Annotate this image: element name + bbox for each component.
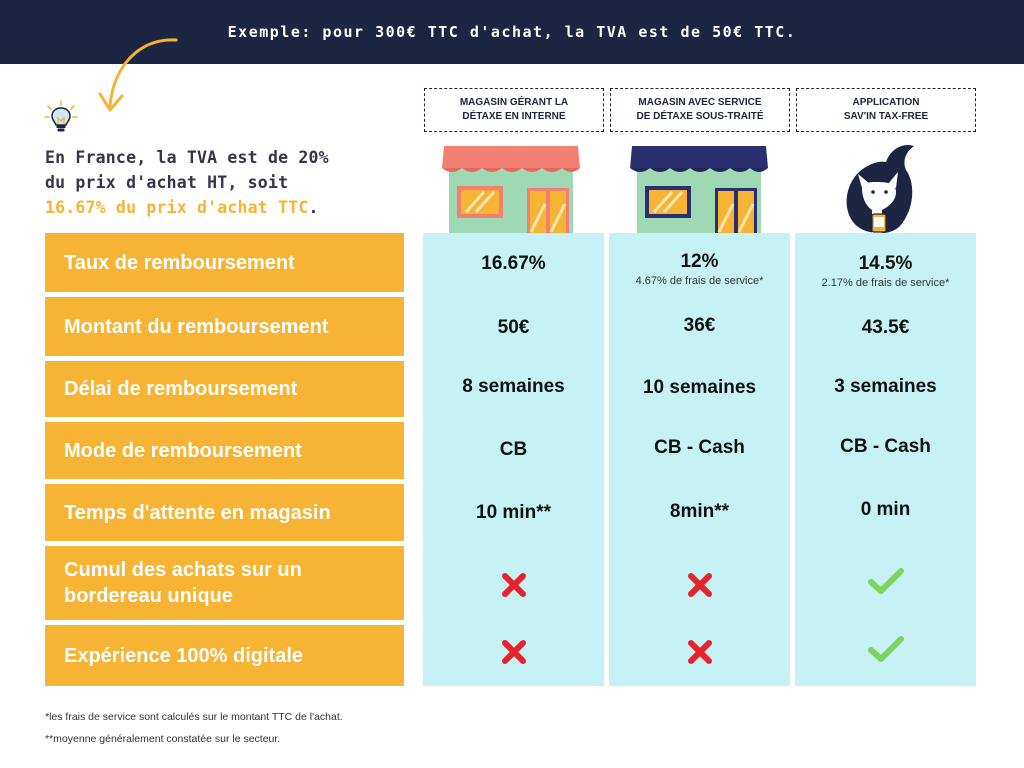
cell-montant-outsourced: 36€: [683, 315, 716, 336]
cell-cumul-internal: [423, 571, 604, 599]
row-label-cumul: Cumul des achats sur un bordereau unique: [45, 546, 404, 620]
cell-taux-app: 14.5% 2.17% de frais de service*: [795, 253, 976, 289]
cell-delai-outsourced: 10 semaines: [642, 377, 757, 398]
cell-montant-app: 43.5€: [861, 317, 910, 338]
cell-taux-outsourced: 12% 4.67% de frais de service*: [609, 251, 790, 287]
intro-line-2: du prix d'achat HT, soit: [45, 173, 289, 192]
cell-delai-internal: 8 semaines: [462, 376, 565, 397]
check-icon: [867, 568, 904, 594]
cell-digital-internal: [423, 638, 604, 666]
column-header-app: APPLICATION SAV'IN TAX-FREE: [796, 88, 976, 132]
footnote-service-fees: *les frais de service sont calculés sur …: [45, 711, 343, 723]
cell-value: 16.67%: [481, 253, 546, 274]
intro-highlight: 16.67% du prix d'achat TTC: [45, 198, 309, 217]
cell-montant-internal: 50€: [497, 317, 530, 338]
intro-end: .: [308, 198, 319, 217]
intro-text: En France, la TVA est de 20% du prix d'a…: [45, 145, 405, 220]
row-label-digital: Expérience 100% digitale: [45, 625, 404, 686]
cell-subnote: 4.67% de frais de service*: [635, 275, 764, 287]
cell-mode-app: CB - Cash: [840, 436, 931, 457]
check-icon: [867, 636, 904, 662]
shop-illustration-internal: [440, 146, 582, 240]
cell-attente-internal: 10 min**: [476, 502, 551, 523]
intro-line-1: En France, la TVA est de 20%: [45, 148, 329, 167]
cross-icon: [501, 640, 526, 664]
column-outsourced: [609, 233, 790, 686]
column-header-line: SAV'IN TAX-FREE: [843, 111, 929, 122]
column-header-line: MAGASIN AVEC SERVICE: [638, 97, 762, 108]
column-header-line: MAGASIN GÉRANT LA: [459, 97, 569, 108]
column-header-line: DÉTAXE EN INTERNE: [462, 111, 566, 122]
row-label-mode: Mode de remboursement: [45, 422, 404, 479]
cell-attente-outsourced: 8min**: [669, 501, 730, 522]
column-header-line: APPLICATION: [852, 97, 920, 108]
cell-cumul-outsourced: [609, 571, 790, 599]
row-label-taux: Taux de remboursement: [45, 233, 404, 292]
cell-value: 12%: [680, 251, 719, 272]
cross-icon: [501, 573, 526, 597]
row-label-delai: Délai de remboursement: [45, 361, 404, 417]
cell-digital-app: [795, 634, 976, 664]
column-internal: [423, 233, 604, 686]
row-label-attente: Temps d'attente en magasin: [45, 484, 404, 541]
cell-subnote: 2.17% de frais de service*: [821, 277, 950, 289]
shop-illustration-outsourced: [628, 146, 770, 240]
column-header-line: DE DÉTAXE SOUS-TRAITÉ: [636, 111, 764, 122]
cell-attente-app: 0 min: [860, 499, 911, 520]
cross-icon: [687, 640, 712, 664]
app-mascot-icon: [846, 144, 914, 236]
banner-text: Exemple: pour 300€ TTC d'achat, la TVA e…: [227, 23, 797, 41]
column-app: [795, 233, 976, 686]
cell-taux-internal: 16.67%: [423, 253, 604, 275]
cell-mode-internal: CB: [499, 439, 528, 460]
curved-arrow-icon: [98, 38, 178, 112]
cell-delai-app: 3 semaines: [834, 376, 937, 397]
cross-icon: [687, 573, 712, 597]
footnote-average: **moyenne généralement constatée sur le …: [45, 733, 281, 745]
column-header-outsourced: MAGASIN AVEC SERVICE DE DÉTAXE SOUS-TRAIT…: [610, 88, 790, 132]
cell-mode-outsourced: CB - Cash: [654, 437, 745, 458]
cell-digital-outsourced: [609, 638, 790, 666]
lightbulb-icon: [44, 100, 78, 132]
cell-cumul-app: [795, 566, 976, 596]
row-label-montant: Montant du remboursement: [45, 297, 404, 356]
cell-value: 14.5%: [858, 253, 913, 274]
top-banner: Exemple: pour 300€ TTC d'achat, la TVA e…: [0, 0, 1024, 64]
column-header-internal: MAGASIN GÉRANT LA DÉTAXE EN INTERNE: [424, 88, 604, 132]
